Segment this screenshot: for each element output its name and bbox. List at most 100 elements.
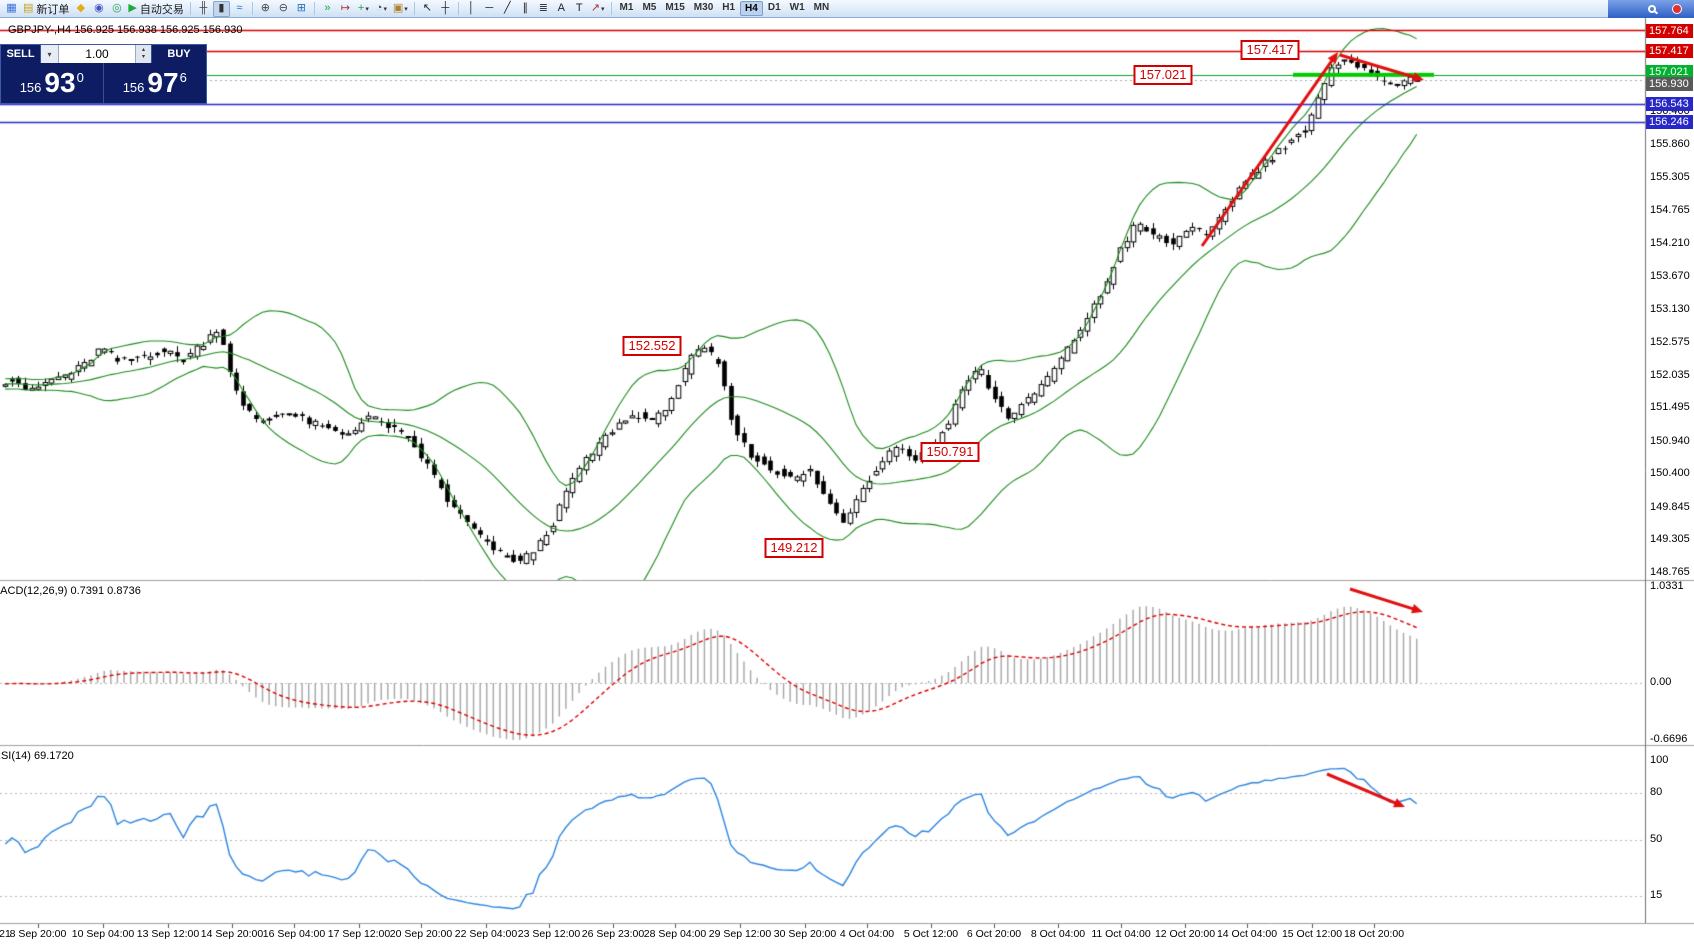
timeframe-m1-button[interactable]: M1: [619, 2, 634, 13]
volume-stepper[interactable]: ▴ ▾: [135, 45, 151, 63]
auto-scroll-icon[interactable]: »: [319, 1, 336, 17]
candlestick-chart-icon: ▮: [218, 2, 225, 14]
stepper-down-icon[interactable]: ▾: [141, 54, 145, 60]
toolbar-separator: [189, 2, 191, 15]
arrows-icon[interactable]: ↗ ▾: [589, 1, 607, 17]
chart-shift-icon[interactable]: ↦: [337, 1, 354, 17]
timeframe-m30-button[interactable]: M30: [693, 2, 714, 13]
fibonacci-icon: ≣: [538, 2, 548, 14]
text-icon: A: [557, 2, 565, 14]
crosshair-icon: ┼: [441, 2, 450, 14]
templates-icon[interactable]: ▣ ▾: [391, 1, 410, 17]
toolbar-separator: [610, 2, 612, 15]
timeframe-h1-button[interactable]: H1: [722, 2, 736, 13]
price-callout[interactable]: 152.552: [622, 336, 682, 356]
community-icon[interactable]: ◉: [90, 1, 107, 17]
zoom-out-icon[interactable]: ⊖: [275, 1, 292, 17]
tile-windows-icon[interactable]: ⊞: [293, 1, 310, 17]
toolbar-right: [1608, 0, 1694, 18]
new-order-button[interactable]: ▤ 新订单: [21, 1, 71, 17]
vertical-line-icon[interactable]: │: [463, 1, 480, 17]
volume-input[interactable]: [59, 45, 135, 63]
stepper-up-icon[interactable]: ▴: [141, 47, 145, 53]
candlestick-chart-icon[interactable]: ▮: [212, 0, 230, 17]
ask-pip-digit: 6: [179, 70, 187, 85]
line-chart-icon: ≈: [236, 2, 243, 14]
timeframe-m5-button[interactable]: M5: [642, 2, 657, 13]
indicators-icon: +: [357, 2, 365, 14]
app-window-icon: ▦: [6, 2, 17, 14]
chart-shift-icon: ↦: [340, 2, 350, 14]
ask-price[interactable]: 156 97 6: [104, 63, 207, 103]
market-icon: ◎: [112, 2, 122, 14]
channel-icon: ∥: [522, 2, 529, 14]
new-order-icon: ▤: [23, 2, 34, 14]
search-icon[interactable]: [1648, 5, 1656, 13]
horizontal-line-icon: ─: [485, 2, 494, 14]
app-window-icon[interactable]: ▦: [3, 1, 20, 17]
metaeditor-icon: ◆: [76, 2, 86, 14]
timeframe-mn-button[interactable]: MN: [813, 2, 830, 13]
metaeditor-icon[interactable]: ◆: [72, 1, 89, 17]
bar-chart-icon: ╫: [199, 2, 208, 14]
timeframe-h4-button[interactable]: H4: [740, 1, 763, 16]
bid-pip-digit: 0: [76, 70, 84, 85]
toolbar-separator: [251, 2, 253, 15]
ask-big-digits: 97: [147, 67, 179, 98]
zoom-in-icon: ⊕: [260, 2, 270, 14]
auto-scroll-icon: »: [324, 2, 331, 14]
zoom-out-icon: ⊖: [278, 2, 288, 14]
bid-price[interactable]: 156 93 0: [1, 63, 104, 103]
dropdown-caret-icon: ▾: [383, 5, 387, 13]
indicators-icon[interactable]: + ▾: [355, 1, 372, 17]
text-icon[interactable]: A: [553, 1, 570, 17]
notification-badge[interactable]: [1672, 4, 1682, 14]
horizontal-line-icon[interactable]: ─: [481, 1, 498, 17]
price-callout[interactable]: 150.791: [920, 442, 980, 462]
crosshair-icon[interactable]: ┼: [437, 1, 454, 17]
autotrading-icon: ▶: [128, 2, 137, 14]
channel-icon[interactable]: ∥: [517, 1, 534, 17]
line-chart-icon[interactable]: ≈: [231, 1, 248, 17]
ask-prefix: 156: [122, 80, 145, 95]
timeframe-d1-button[interactable]: D1: [767, 2, 781, 13]
trendline-icon[interactable]: ╱: [499, 1, 516, 17]
cursor-icon[interactable]: ↖: [419, 1, 436, 17]
fibonacci-icon[interactable]: ≣: [535, 1, 552, 17]
toolbar: ▦ ▤ 新订单 ◆ ◉ ◎ ▶ 自动交易 ╫ ▮ ≈ ⊕ ⊖ ⊞» ↦ + ▾ ◔ ▾ ▣ ▾ ↖ ┼ │ ─ ╱ ∥ ≣ A T ↗ ▾ M1…: [0, 0, 1694, 18]
timeframe-w1-button[interactable]: W1: [789, 2, 805, 13]
toolbar-separator: [457, 2, 459, 15]
autotrading-button-label: 自动交易: [139, 3, 184, 16]
community-icon: ◉: [94, 2, 104, 14]
dropdown-caret-icon: ▾: [365, 5, 369, 13]
sell-button[interactable]: SELL: [1, 45, 41, 63]
toolbar-separator: [313, 2, 315, 15]
market-icon[interactable]: ◎: [108, 1, 125, 17]
periods-icon[interactable]: ◔ ▾: [373, 1, 390, 17]
price-callout[interactable]: 149.212: [764, 538, 824, 558]
bar-chart-icon[interactable]: ╫: [195, 1, 212, 17]
order-options-dropdown[interactable]: ▾: [41, 45, 59, 63]
label-icon: T: [575, 2, 583, 14]
autotrading-button[interactable]: ▶ 自动交易: [126, 1, 185, 17]
tile-windows-icon: ⊞: [296, 2, 306, 14]
timeframe-m15-button[interactable]: M15: [665, 2, 685, 13]
arrows-icon: ↗: [590, 2, 601, 14]
bid-prefix: 156: [19, 80, 42, 95]
cursor-icon: ↖: [422, 2, 432, 14]
label-icon[interactable]: T: [571, 1, 588, 17]
buy-button[interactable]: BUY: [151, 45, 206, 63]
periods-icon: ◔: [375, 2, 383, 14]
trendline-icon: ╱: [503, 2, 511, 14]
zoom-in-icon[interactable]: ⊕: [257, 1, 274, 17]
bid-big-digits: 93: [44, 67, 76, 98]
dropdown-caret-icon: ▾: [601, 5, 605, 13]
new-order-button-label: 新订单: [36, 3, 70, 16]
vertical-line-icon: │: [467, 2, 475, 14]
price-callout[interactable]: 157.021: [1133, 65, 1193, 85]
toolbar-separator: [413, 2, 415, 15]
price-callout[interactable]: 157.417: [1240, 40, 1300, 60]
